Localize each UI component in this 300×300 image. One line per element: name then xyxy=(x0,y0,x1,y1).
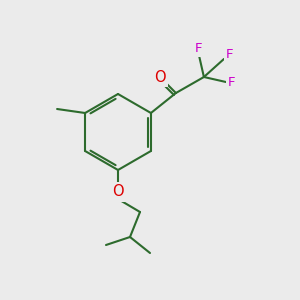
Text: F: F xyxy=(226,49,234,62)
Text: F: F xyxy=(195,43,203,56)
Text: O: O xyxy=(154,70,166,85)
Text: F: F xyxy=(228,76,236,88)
Text: O: O xyxy=(112,184,124,200)
